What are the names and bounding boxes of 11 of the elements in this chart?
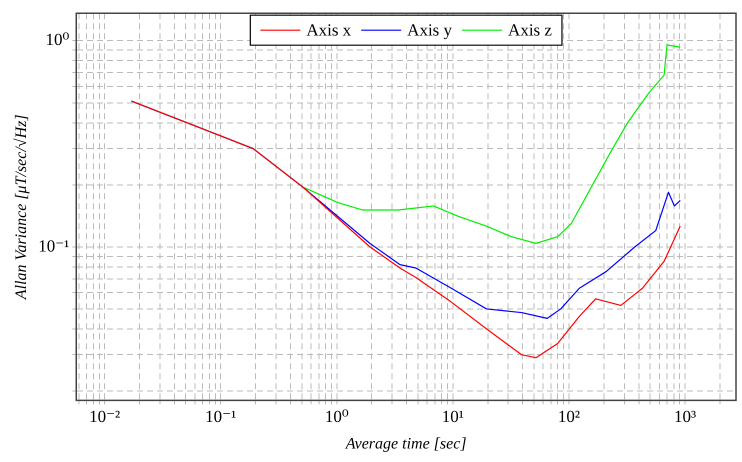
legend-label: Axis y xyxy=(407,20,453,40)
x-tick-label: 10¹ xyxy=(442,407,464,426)
x-tick-label: 10⁻² xyxy=(89,407,120,426)
y-axis-title: Allan Variance [μT/sec/√Hz] xyxy=(12,114,30,300)
x-tick-label: 10⁰ xyxy=(324,407,349,426)
x-tick-label: 10⁻¹ xyxy=(205,407,236,426)
legend-label: Axis x xyxy=(306,20,352,40)
x-axis-title: Average time [sec] xyxy=(344,436,467,453)
x-tick-label: 10² xyxy=(558,407,580,426)
x-tick-label: 10³ xyxy=(674,407,696,426)
legend-label: Axis z xyxy=(508,20,552,40)
